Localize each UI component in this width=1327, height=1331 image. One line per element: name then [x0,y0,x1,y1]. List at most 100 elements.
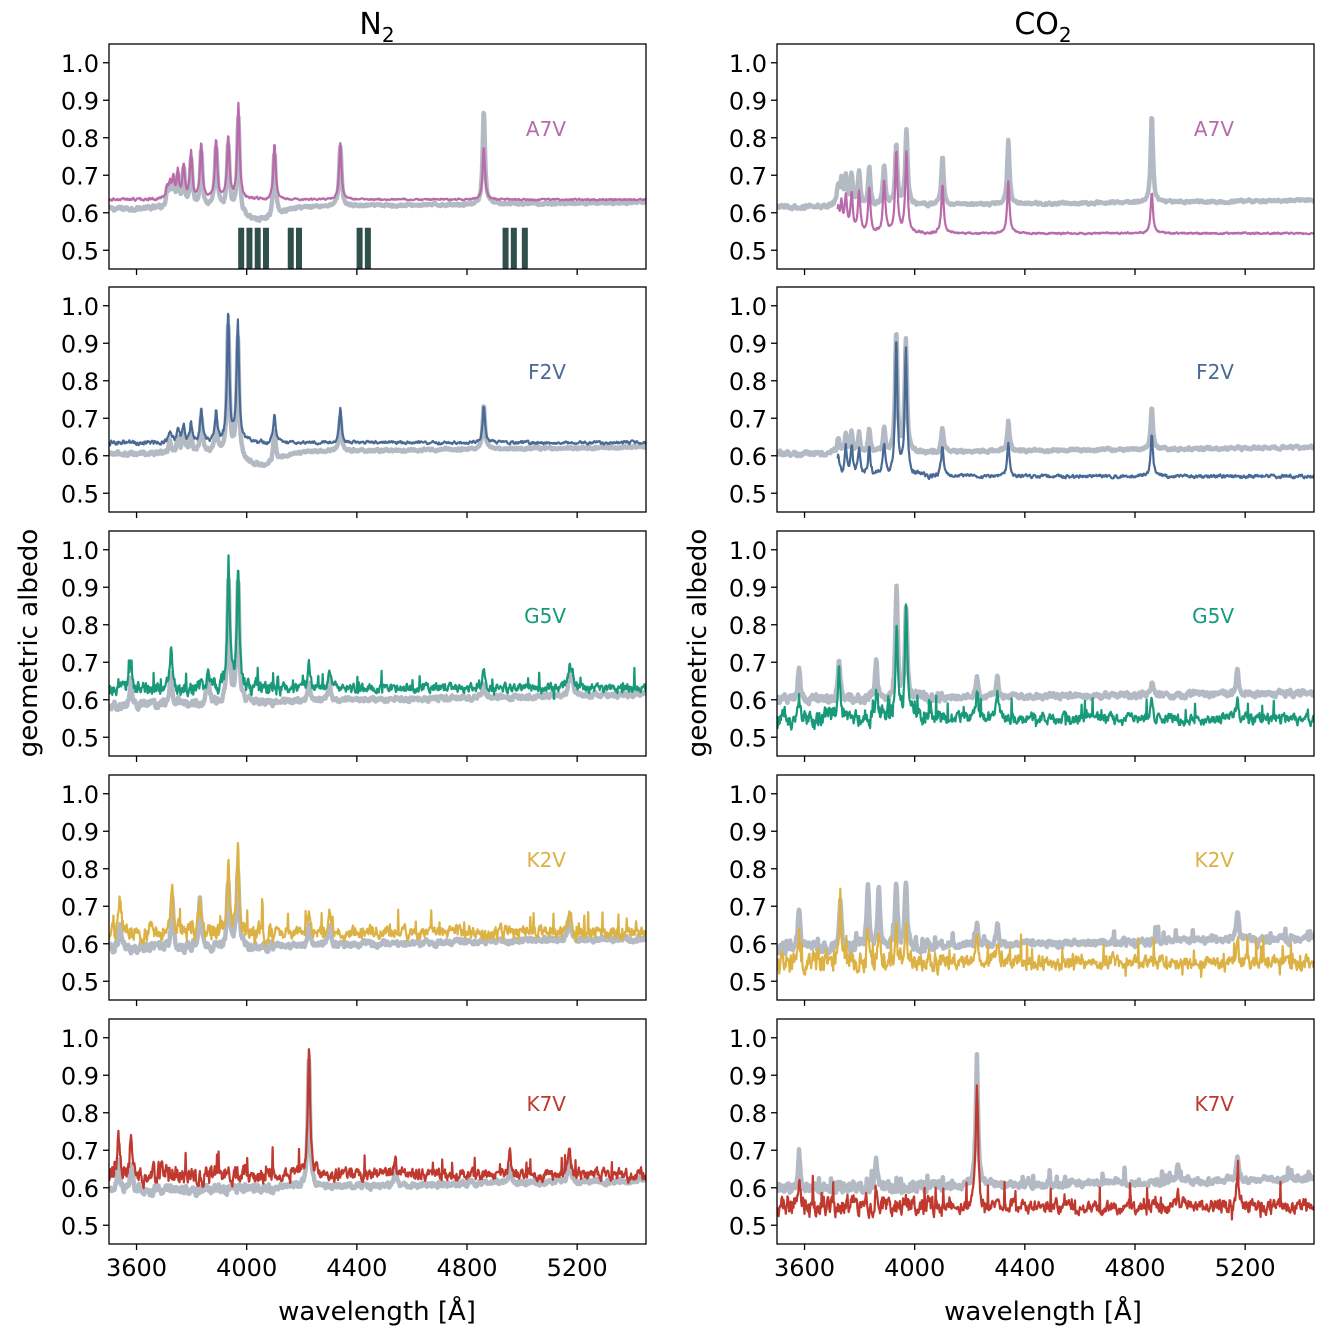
plot-area [777,583,1314,731]
star-type-label: K7V [526,1092,566,1116]
y-tick-label: 1.0 [61,537,99,565]
y-tick-label: 0.8 [61,612,99,640]
spectrum-line-k7v [109,1048,646,1190]
y-tick-label: 0.7 [61,162,99,190]
y-tick-label: 0.6 [61,687,99,715]
star-type-label: F2V [1196,360,1234,384]
spectrum-line-f2v [109,312,646,447]
spectrum-line-g5v [777,603,1314,731]
x-axis-label-left: wavelength [Å] [278,1295,476,1327]
star-type-label: A7V [1194,117,1234,141]
reference-spectrum-line [109,1057,646,1199]
spectrum-line-f2v [836,341,1314,481]
x-tick-label: 4800 [1104,1254,1165,1282]
y-tick-label: 0.9 [729,818,767,846]
reference-spectrum-line [109,323,646,469]
line-marker [364,227,371,269]
plot-area [109,554,646,713]
line-marker [296,227,303,269]
y-tick-label: 1.0 [61,1025,99,1053]
plot-area [777,332,1314,481]
spectrum-line-a7v [109,101,646,202]
panel-frame [108,530,647,757]
line-marker [287,227,294,269]
y-tick-label: 0.7 [61,893,99,921]
y-tick-label: 0.8 [729,612,767,640]
star-type-label: F2V [528,360,566,384]
panel-1-4: 0.5 0.6 0.7 0.8 0.9 1.0 3600 4000 4400 4800 5200 K7… [729,1018,1315,1282]
panel-1-2: 0.5 0.6 0.7 0.8 0.9 1.0 G5V [729,530,1315,762]
panel-frame [108,43,647,270]
star-type-label: G5V [1192,604,1234,628]
star-type-label: K2V [1194,848,1234,872]
panel-1-3: 0.5 0.6 0.7 0.8 0.9 1.0 K2V [729,774,1315,1006]
x-tick-label: 4800 [436,1254,497,1282]
column-title-co2-main: CO [1014,7,1059,42]
x-tick-label: 5200 [1215,1254,1276,1282]
line-marker [510,227,517,269]
panel-frame [776,774,1315,1001]
y-tick-label: 0.5 [729,480,767,508]
y-tick-label: 0.8 [729,856,767,884]
reference-spectrum-line [777,880,1314,960]
panel-frame [776,286,1315,513]
panel-1-1: 0.5 0.6 0.7 0.8 0.9 1.0 F2V [729,286,1315,518]
reference-spectrum-line [777,116,1314,212]
spectrum-line-k7v [777,1084,1314,1221]
x-tick-label: 4400 [994,1254,1055,1282]
panel-0-2: 0.5 0.6 0.7 0.8 0.9 1.0 G5V [61,530,647,762]
panel-0-1: 0.5 0.6 0.7 0.8 0.9 1.0 F2V [61,286,647,518]
y-tick-label: 1.0 [729,781,767,809]
spectrum-line-g5v [109,554,646,701]
reference-spectrum-line [777,583,1314,707]
x-tick-label: 3600 [106,1254,167,1282]
x-tick-label: 4400 [326,1254,387,1282]
panel-0-0: 0.5 0.6 0.7 0.8 0.9 1.0 A7V [61,43,647,275]
panel-frame [776,43,1315,270]
y-axis-label-left: geometric albedo [14,529,44,757]
y-tick-label: 0.7 [729,162,767,190]
panel-frame [108,286,647,513]
x-tick-label: 4000 [216,1254,277,1282]
column-title-n2-main: N [359,7,381,42]
y-tick-label: 0.5 [729,968,767,996]
star-type-label: K7V [1194,1092,1234,1116]
y-tick-label: 1.0 [61,293,99,321]
x-tick-label: 4000 [884,1254,945,1282]
y-tick-label: 0.7 [61,1137,99,1165]
y-tick-label: 0.8 [729,368,767,396]
spectrum-line-a7v [836,150,1314,236]
column-title-co2: CO2 [1014,7,1071,47]
y-tick-label: 0.6 [61,443,99,471]
y-tick-label: 0.9 [61,574,99,602]
panel-1-0: 0.5 0.6 0.7 0.8 0.9 1.0 A7V [729,43,1315,275]
y-tick-label: 0.5 [61,480,99,508]
y-tick-label: 0.6 [729,687,767,715]
panel-frame [776,1018,1315,1245]
y-tick-label: 0.8 [729,1100,767,1128]
line-marker [238,227,245,269]
spectrum-line-k2v [777,887,1314,979]
y-tick-label: 1.0 [729,293,767,321]
plot-area [777,116,1314,236]
y-tick-label: 0.8 [61,1100,99,1128]
x-tick-label: 3600 [774,1254,835,1282]
y-tick-label: 1.0 [729,50,767,78]
y-tick-label: 0.9 [61,818,99,846]
y-tick-label: 0.6 [61,200,99,228]
star-type-label: A7V [526,117,566,141]
x-tick-label: 5200 [547,1254,608,1282]
y-tick-label: 1.0 [729,537,767,565]
plot-area [109,841,646,956]
column-title-n2-sub: 2 [382,23,395,47]
line-marker [262,227,269,269]
y-tick-label: 0.7 [61,649,99,677]
y-tick-label: 0.5 [61,237,99,265]
y-tick-label: 1.0 [61,781,99,809]
y-tick-label: 1.0 [61,50,99,78]
star-type-label: K2V [526,848,566,872]
y-tick-label: 0.7 [61,405,99,433]
panel-frame [776,530,1315,757]
y-tick-label: 0.5 [61,968,99,996]
